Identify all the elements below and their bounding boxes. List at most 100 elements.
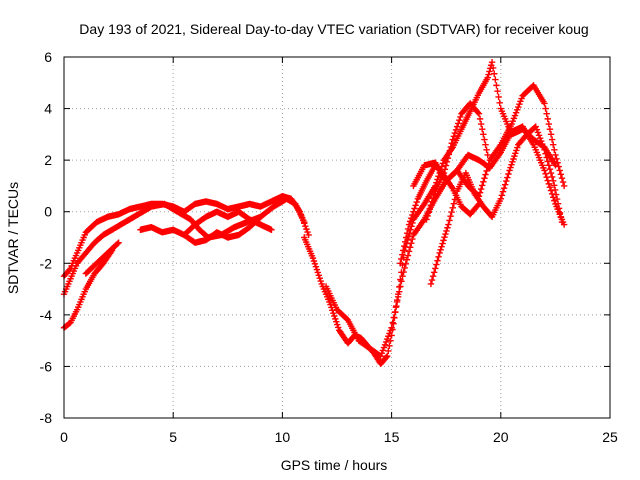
plot-frame [63,56,611,419]
data-point [508,161,515,168]
data-point [331,312,338,320]
data-point [557,214,565,221]
data-point [303,225,310,233]
data-point [443,158,451,166]
data-point [560,182,568,190]
data-point [503,177,510,185]
data-point [313,266,321,273]
data-point [538,137,545,145]
data-point [403,256,411,263]
data-point [480,131,487,138]
data-point [556,167,563,174]
data-point [448,208,455,216]
data-point [500,184,508,192]
data-point [317,277,324,285]
data-point [501,181,509,188]
data-point [402,234,410,241]
data-point [436,249,443,257]
data-point [511,152,518,160]
data-point [440,237,447,244]
data-point [316,274,323,282]
grid-layer [64,57,610,418]
data-point [257,213,264,221]
data-point [483,167,490,175]
data-point [457,113,464,121]
data-point [445,151,453,158]
data-point [544,177,551,184]
data-point [398,255,405,263]
data-point [515,103,522,111]
data-point [494,87,501,95]
data-point [386,330,393,337]
data-point [334,321,341,328]
data-point [408,239,415,247]
data-point [543,154,550,161]
data-point [558,174,566,182]
data-point [305,231,312,239]
data-series [137,208,275,239]
data-point [438,243,445,250]
data-point [542,105,549,112]
data-point [479,182,486,189]
data-series [423,100,491,223]
data-point [314,269,322,276]
data-point [387,337,394,344]
data-point [557,171,565,178]
data-point [510,155,517,163]
data-point [390,320,397,327]
data-point [495,93,502,101]
data-point [475,110,483,117]
data-point [385,333,392,340]
data-point [408,214,415,222]
data-point [378,350,385,357]
data-point [554,200,562,207]
data-point [475,200,483,208]
data-point [483,146,490,154]
data-point [382,338,390,346]
data-point [482,171,489,178]
data-point [401,264,408,272]
data-point [551,186,559,194]
data-point [404,252,412,259]
data-point [546,126,554,133]
data-point [442,230,449,238]
data-point [448,183,455,191]
data-point [447,143,455,151]
data-point [399,251,406,258]
data-point [539,140,546,148]
data-point [508,120,515,128]
data-point [514,144,521,151]
data-point [547,131,555,138]
label-layer: 0 5 10 15 20 25 -8 -6 -4 -2 0 2 4 6 [40,49,618,445]
data-point [377,352,384,360]
data-point [379,347,387,354]
data-point [406,244,414,251]
data-point [383,354,390,361]
data-point [452,126,460,134]
data-layer [60,58,568,368]
data-point [450,133,458,140]
data-point [451,129,459,137]
data-point [545,120,553,128]
data-point [504,174,511,181]
data-point [397,283,404,290]
data-point [411,205,418,212]
y-tick-label: 2 [44,152,52,168]
data-point [542,170,549,178]
data-point [444,224,451,231]
x-tick-label: 5 [169,429,177,445]
data-point [429,194,437,202]
data-point [542,150,549,157]
data-point [440,169,448,177]
data-point [513,147,520,154]
data-point [555,163,562,170]
data-point [425,209,432,216]
data-series [410,123,568,228]
data-point [114,240,121,247]
data-point [477,185,485,193]
data-point [423,216,430,223]
data-point [391,309,399,316]
x-tick-label: 15 [384,429,400,445]
data-point [509,118,517,125]
